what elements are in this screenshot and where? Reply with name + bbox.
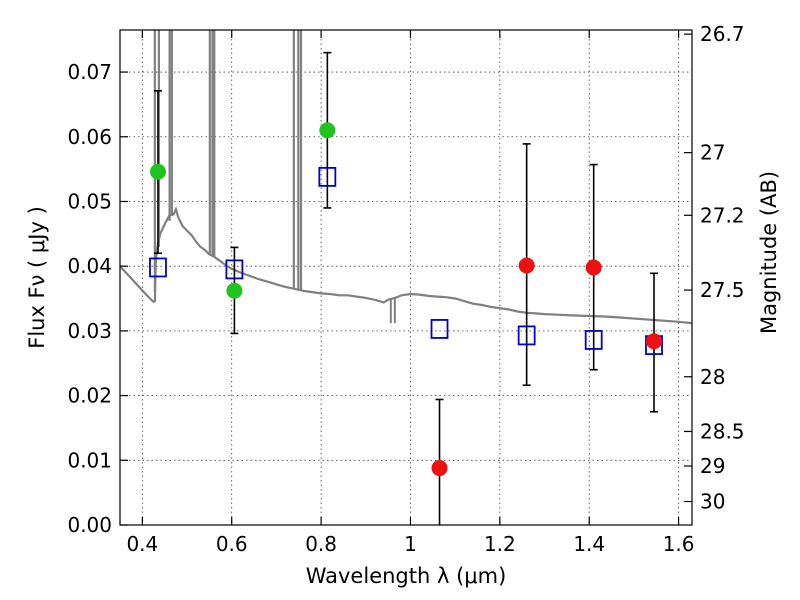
axis-ticks: 0.4 0.6 0.8 1 1.2 1.4 1.6 0.00 0.01 0.02 0.03 0.04 0… (67, 22, 744, 556)
grid (120, 30, 692, 526)
nir-photometry-dot (518, 257, 535, 274)
y-tick-label: 0.05 (67, 189, 112, 213)
y-tick-label: 0.00 (67, 513, 112, 537)
model-flux-square (517, 325, 536, 346)
magnitude-tick-label: 27 (700, 141, 725, 165)
model-flux-square (430, 319, 449, 339)
x-tick-label: 1 (404, 532, 417, 556)
magnitude-tick-label: 28.5 (700, 419, 745, 443)
magnitude-tick-label: 27.2 (700, 203, 745, 227)
nir-photometry-dot (431, 460, 448, 477)
model-flux-square (225, 259, 244, 280)
model-flux-square (584, 330, 603, 350)
x-tick-label: 1.2 (484, 532, 516, 556)
magnitude-tick-label: 28 (700, 365, 725, 389)
y-tick-label: 0.04 (67, 254, 112, 278)
x-tick-label: 0.6 (216, 532, 248, 556)
y-tick-label: 0.01 (67, 448, 112, 472)
magnitude-tick-label: 27.5 (700, 278, 745, 302)
nir-photometry-dot (646, 333, 663, 350)
y-tick-label: 0.02 (67, 384, 112, 408)
x-tick-label: 0.8 (305, 532, 337, 556)
optical-photometry-dot (226, 282, 243, 299)
spectrum-continuum (120, 205, 692, 325)
optical-photometry-dot (149, 163, 166, 180)
optical-photometry-dot (319, 122, 336, 139)
magnitude-tick-label: 29 (700, 454, 725, 478)
y-tick-label: 0.06 (67, 125, 112, 149)
model-spectrum-layer (120, 30, 692, 325)
nir-photometry-dot (585, 259, 602, 276)
magnitude-axis-label: Magnitude (AB) (757, 171, 781, 334)
plot-frame (119, 29, 693, 526)
x-tick-label: 1.4 (573, 532, 605, 556)
model-flux-square (318, 166, 337, 187)
x-axis-label: Wavelength λ (μm) (306, 564, 507, 588)
y-tick-label: 0.07 (67, 60, 112, 84)
magnitude-tick-label: 26.7 (700, 22, 745, 46)
magnitude-tick-label: 30 (700, 490, 725, 514)
x-tick-label: 1.6 (663, 532, 695, 556)
model-flux-square (149, 257, 167, 278)
x-tick-label: 0.4 (126, 532, 158, 556)
markers-layer (149, 51, 663, 525)
y-axis-label: Flux Fν ( μJy ) (25, 206, 49, 349)
y-tick-label: 0.03 (67, 319, 112, 343)
